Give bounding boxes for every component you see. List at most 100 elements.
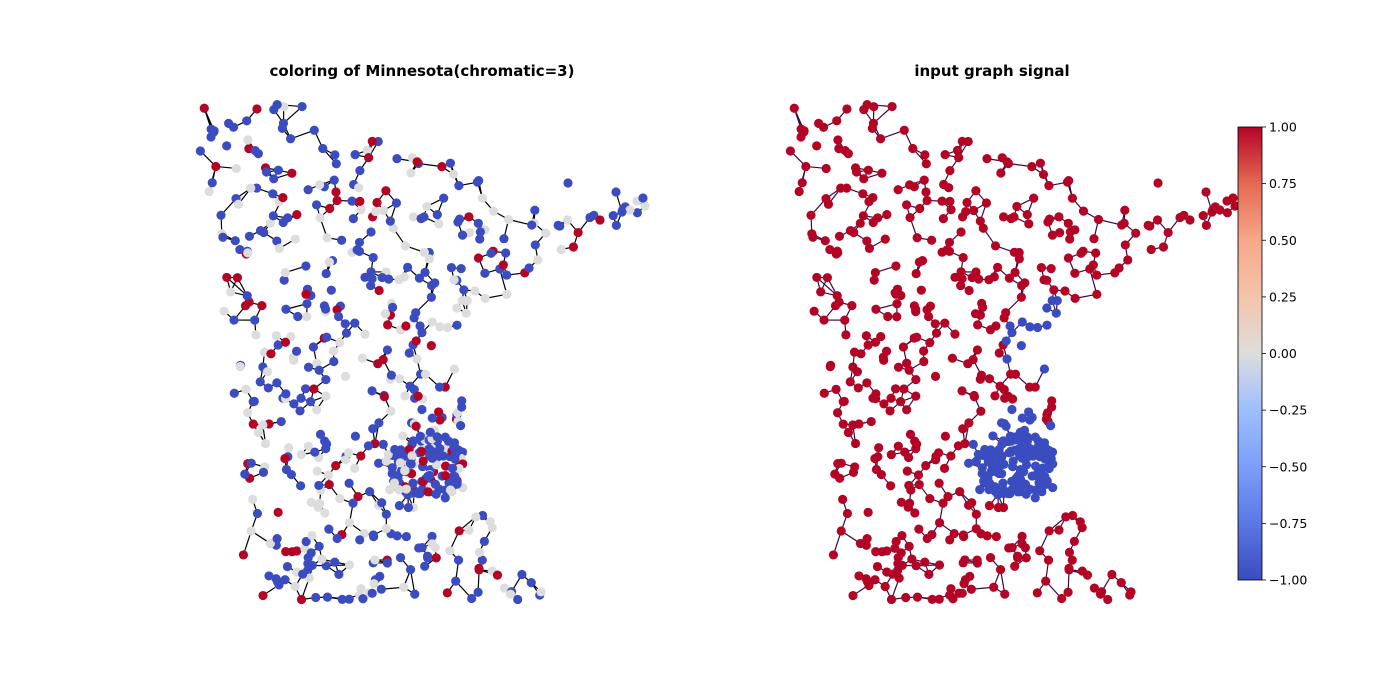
right-node: [976, 406, 986, 416]
left-node: [387, 468, 397, 479]
left-node: [268, 189, 278, 199]
left-node: [417, 447, 427, 457]
right-node: [848, 590, 858, 601]
left-node: [248, 494, 258, 504]
right-node: [1021, 553, 1031, 563]
right-node: [956, 267, 966, 277]
left-node: [253, 427, 264, 438]
left-node: [448, 471, 459, 481]
right-node: [1126, 587, 1136, 597]
right-node: [991, 321, 1001, 331]
left-node: [464, 212, 474, 222]
left-node: [329, 346, 339, 356]
right-node: [1089, 583, 1099, 593]
left-node: [473, 218, 483, 228]
left-node: [319, 301, 329, 311]
left-node: [405, 565, 416, 575]
left-node: [348, 214, 358, 224]
right-node: [911, 561, 921, 571]
right-node: [850, 438, 861, 449]
right-node: [969, 205, 979, 216]
left-node: [235, 361, 245, 372]
right-node: [870, 267, 880, 278]
right-node: [833, 135, 843, 145]
right-node: [1020, 278, 1030, 288]
right-node: [1153, 178, 1163, 188]
left-node: [332, 195, 342, 206]
right-node: [1003, 488, 1013, 499]
left-node: [424, 254, 434, 264]
left-node: [406, 459, 416, 469]
right-node: [1131, 228, 1141, 238]
right-node: [1020, 479, 1031, 489]
left-node: [423, 471, 433, 481]
right-node: [897, 530, 907, 541]
right-node: [1044, 181, 1054, 191]
right-node: [1060, 286, 1070, 296]
left-node: [272, 534, 282, 544]
left-node: [556, 244, 566, 255]
colorbar-tick-label: −1.00: [1269, 573, 1307, 588]
left-node: [419, 247, 429, 257]
left-node: [344, 560, 355, 570]
left-node: [452, 303, 462, 313]
right-node: [848, 420, 858, 430]
right-node: [1064, 547, 1075, 558]
left-node: [292, 210, 302, 220]
right-node: [843, 427, 854, 438]
right-node: [836, 458, 846, 468]
left-node: [285, 134, 296, 144]
right-node: [849, 227, 859, 238]
left-node: [475, 234, 485, 244]
right-node: [1046, 264, 1056, 274]
left-node: [414, 273, 425, 283]
right-node: [960, 555, 970, 565]
left-node: [329, 356, 339, 367]
right-node: [998, 478, 1008, 488]
left-node: [279, 275, 289, 285]
left-node: [307, 560, 317, 570]
left-node: [457, 295, 467, 306]
left-node: [281, 304, 291, 314]
left-node: [381, 524, 391, 534]
right-node: [964, 458, 974, 468]
right-node: [1044, 526, 1054, 536]
right-node: [1114, 263, 1124, 273]
left-node: [278, 193, 288, 203]
left-node: [426, 341, 436, 351]
right-node: [944, 237, 955, 248]
left-node: [477, 193, 488, 203]
right-node: [998, 212, 1009, 222]
right-node: [947, 353, 957, 363]
right-node: [1005, 431, 1015, 441]
left-node: [445, 546, 455, 556]
left-node: [379, 392, 389, 402]
right-node: [925, 337, 935, 348]
left-node: [412, 354, 422, 364]
right-node: [1092, 289, 1102, 299]
left-node: [422, 201, 432, 212]
right-node: [959, 579, 969, 589]
left-node: [475, 227, 486, 237]
right-node: [912, 233, 922, 243]
right-node: [904, 541, 914, 551]
right-node: [982, 154, 992, 164]
left-node: [452, 320, 462, 330]
left-node: [308, 342, 318, 352]
left-node: [451, 576, 461, 586]
right-node: [1185, 215, 1195, 225]
right-node: [1222, 208, 1232, 218]
left-node: [253, 149, 263, 159]
right-node: [915, 203, 925, 214]
right-node: [881, 346, 892, 356]
right-node: [954, 153, 964, 163]
right-node: [1017, 539, 1027, 549]
left-node: [530, 240, 540, 250]
left-node: [437, 162, 447, 172]
left-node: [243, 248, 253, 258]
right-node: [820, 236, 830, 246]
right-node: [864, 580, 874, 590]
left-node: [350, 150, 360, 160]
left-node: [391, 198, 402, 208]
